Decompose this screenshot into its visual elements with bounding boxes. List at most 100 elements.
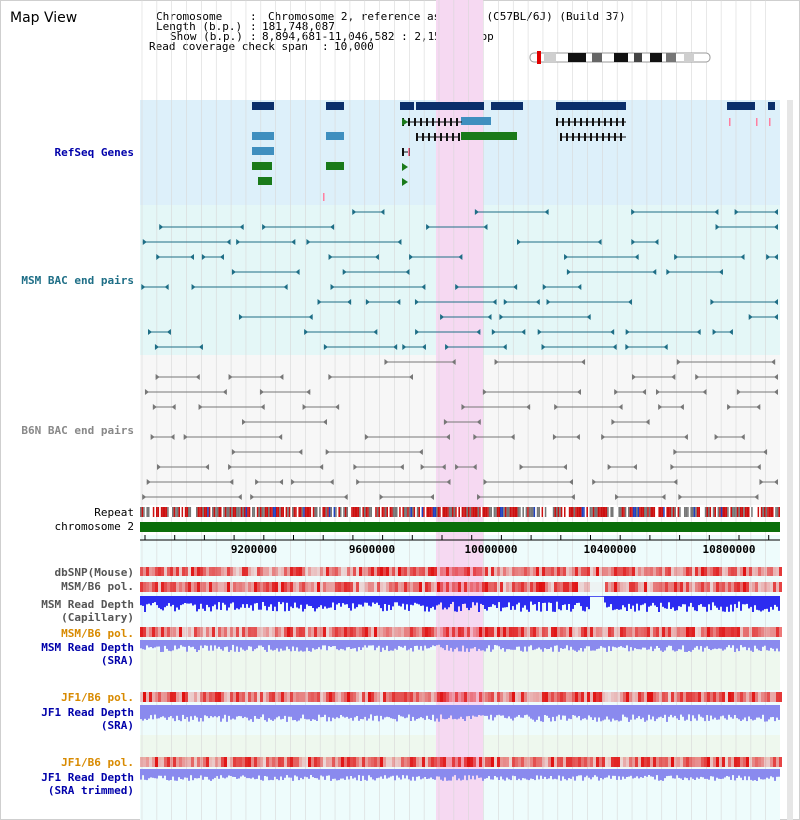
heat-cell — [698, 567, 701, 576]
depth-bar — [380, 705, 382, 716]
depth-bar — [302, 705, 304, 715]
refseq-genes-track[interactable] — [252, 102, 775, 201]
heat-cell — [227, 582, 230, 592]
heat-cell — [608, 627, 611, 637]
heat-cell — [587, 582, 590, 592]
depth-bar — [556, 596, 558, 602]
depth-bar — [704, 596, 706, 607]
depth-bar — [302, 640, 304, 652]
heat-cell — [641, 627, 644, 637]
depth-bar — [252, 596, 254, 611]
jf1-b6-pol-track-1[interactable] — [140, 692, 782, 702]
depth-bar — [422, 769, 424, 779]
depth-bar — [640, 596, 642, 606]
depth-bar — [152, 769, 154, 778]
heat-cell — [320, 582, 323, 592]
repeat-element — [648, 507, 651, 517]
jf1-b6-pol-track-2[interactable] — [140, 757, 782, 767]
depth-bar — [642, 640, 644, 648]
heat-cell — [512, 627, 515, 637]
repeat-element — [416, 507, 419, 517]
repeat-track[interactable] — [140, 507, 780, 517]
repeat-element — [159, 507, 161, 517]
chromosome-bar[interactable] — [140, 522, 780, 532]
depth-bar — [386, 640, 388, 646]
heat-cell — [245, 582, 248, 592]
msm-b6-pol-track-2[interactable] — [140, 627, 782, 637]
jf1-read-depth-sra-track[interactable] — [140, 705, 780, 722]
heat-cell — [278, 567, 281, 576]
heat-cell — [143, 757, 146, 767]
chromosome-ideogram[interactable] — [529, 51, 711, 64]
msm-b6-pol-track-1[interactable] — [140, 582, 782, 592]
msm-bac-track[interactable] — [141, 209, 778, 350]
depth-bar — [630, 769, 632, 776]
repeat-element — [173, 507, 176, 517]
depth-bar — [776, 596, 778, 607]
jf1-read-depth-trimmed-track[interactable] — [140, 769, 780, 781]
depth-bar — [252, 705, 254, 722]
depth-bar — [384, 640, 386, 651]
heat-cell — [581, 567, 584, 576]
depth-bar — [340, 596, 342, 607]
depth-bar — [764, 596, 766, 610]
depth-bar — [260, 769, 262, 780]
depth-bar — [232, 596, 234, 603]
heat-cell — [260, 757, 263, 767]
repeat-element — [266, 507, 268, 517]
depth-bar — [566, 705, 568, 721]
depth-bar — [758, 705, 760, 718]
depth-bar — [594, 640, 596, 651]
heat-cell — [182, 582, 185, 592]
depth-bar — [524, 596, 526, 606]
depth-bar — [692, 640, 694, 650]
heat-cell — [569, 567, 572, 576]
depth-bar — [196, 596, 198, 612]
depth-bar — [432, 596, 434, 607]
depth-bar — [208, 769, 210, 780]
depth-bar — [250, 769, 252, 779]
repeat-element — [357, 507, 360, 517]
depth-bar — [320, 769, 322, 776]
heat-cell — [311, 692, 314, 702]
depth-bar — [244, 640, 246, 651]
heat-cell — [602, 692, 605, 702]
heat-cell — [464, 627, 467, 637]
dbsnp-track[interactable] — [140, 567, 782, 576]
repeat-element — [176, 507, 179, 517]
heat-cell — [632, 692, 635, 702]
repeat-element — [213, 507, 216, 517]
heat-cell — [410, 692, 413, 702]
heat-cell — [479, 567, 482, 576]
repeat-element — [263, 507, 265, 517]
heat-cell — [647, 692, 650, 702]
depth-bar — [250, 705, 252, 720]
vertical-scrollbar[interactable] — [787, 100, 793, 820]
repeat-element — [383, 507, 385, 517]
repeat-element — [573, 507, 576, 517]
msm-read-depth-capillary-track[interactable] — [140, 596, 780, 612]
repeat-element — [472, 507, 475, 517]
heat-cell — [518, 567, 521, 576]
depth-bar — [292, 769, 294, 781]
msm-read-depth-sra-track[interactable] — [140, 640, 780, 652]
repeat-element — [296, 507, 299, 517]
heat-cell — [500, 692, 503, 702]
heat-cell — [635, 757, 638, 767]
b6n-bac-track[interactable] — [142, 359, 778, 500]
depth-bar — [674, 769, 676, 779]
depth-bar — [282, 596, 284, 603]
heat-cell — [521, 627, 524, 637]
depth-bar — [728, 769, 730, 777]
depth-bar — [156, 769, 158, 779]
heat-cell — [170, 692, 173, 702]
heat-cell — [365, 627, 368, 637]
depth-bar — [154, 769, 156, 779]
heat-cell — [677, 692, 680, 702]
depth-bar — [172, 596, 174, 605]
depth-bar — [206, 705, 208, 717]
depth-bar — [420, 705, 422, 718]
heat-cell — [656, 627, 659, 637]
repeat-element — [741, 507, 744, 517]
